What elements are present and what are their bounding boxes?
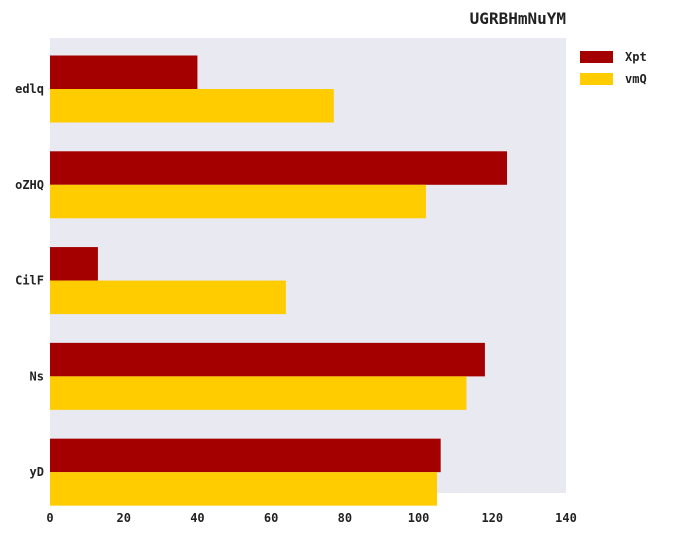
x-tick-label: 60 (264, 511, 278, 525)
x-tick-label: 100 (408, 511, 430, 525)
bar-Xpt-yD (50, 438, 441, 473)
chart-title: UGRBHmNuYM (469, 9, 566, 28)
bar-vmQ-Ns (50, 376, 467, 410)
bar-Xpt-oZHQ (50, 151, 508, 185)
x-tick-label: 140 (555, 511, 577, 525)
legend-swatch-Xpt (580, 51, 613, 63)
x-tick-label: 20 (116, 511, 130, 525)
bar-vmQ-CilF (50, 280, 286, 315)
bar-Xpt-Ns (50, 342, 485, 377)
x-tick-label: 40 (190, 511, 204, 525)
y-tick-label: oZHQ (15, 178, 44, 192)
bar-vmQ-oZHQ (50, 184, 426, 219)
bars-group (50, 55, 508, 506)
bar-vmQ-edlq (50, 89, 334, 123)
x-tick-label: 0 (46, 511, 53, 525)
y-tick-label: CilF (15, 274, 44, 288)
legend-label-Xpt: Xpt (625, 50, 647, 64)
y-tick-label: yD (30, 465, 44, 479)
y-tick-label: edlq (15, 82, 44, 96)
bar-vmQ-yD (50, 472, 437, 506)
y-tick-labels: edlq oZHQ CilF Ns yD (15, 82, 44, 479)
legend-label-vmQ: vmQ (625, 72, 647, 86)
x-tick-label: 80 (338, 511, 352, 525)
legend: Xpt vmQ (580, 50, 647, 86)
x-tick-labels: 0 20 40 60 80 100 120 140 (46, 511, 576, 525)
bar-Xpt-CilF (50, 247, 98, 281)
x-tick-label: 120 (481, 511, 503, 525)
legend-swatch-vmQ (580, 73, 613, 85)
bar-Xpt-edlq (50, 55, 198, 89)
y-tick-label: Ns (30, 369, 44, 383)
